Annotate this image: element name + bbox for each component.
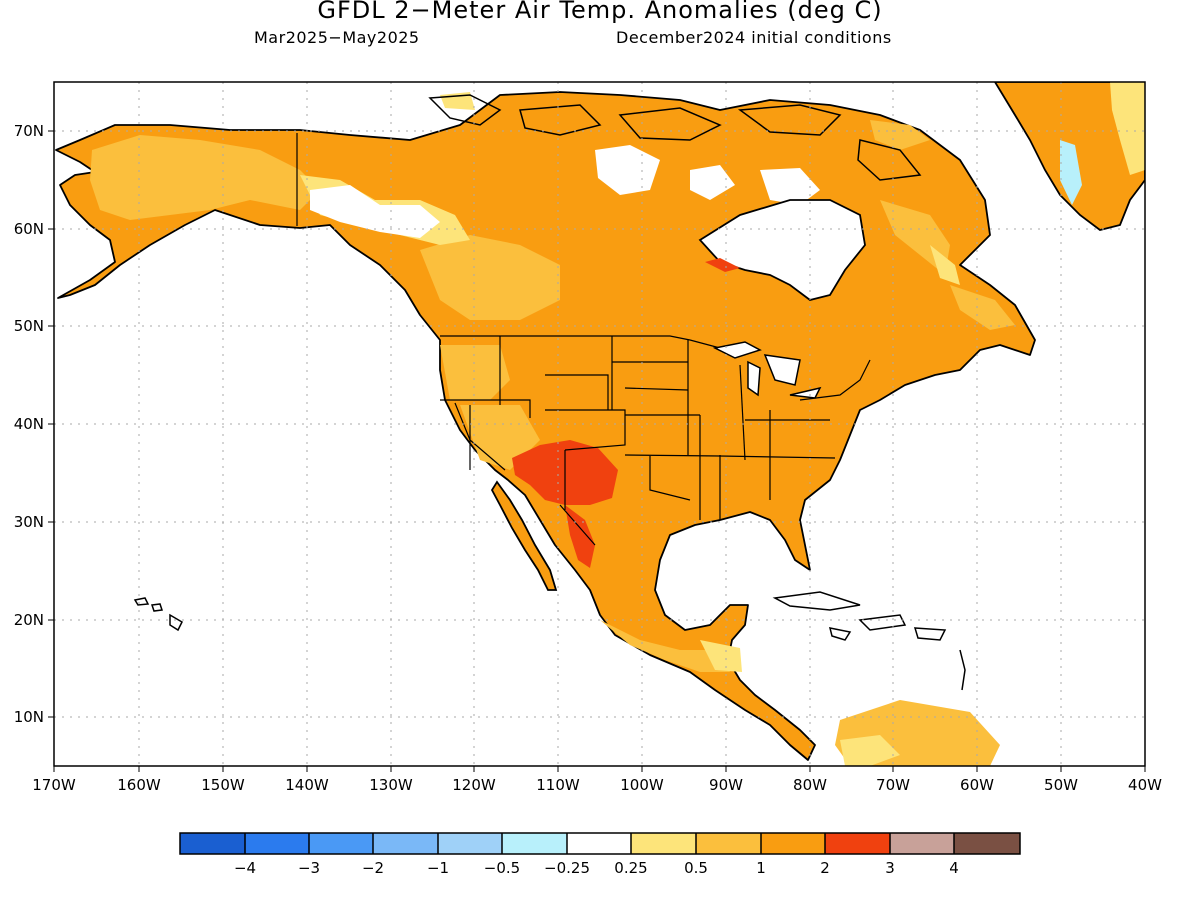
lat-label: 20N (14, 611, 44, 629)
lon-label: 60W (960, 776, 994, 794)
great-lakes (712, 341, 822, 399)
political-boundaries (296, 133, 871, 546)
baja-california (490, 480, 558, 591)
arctic-islands (428, 94, 922, 181)
colorbar: −4 −3 −2 −1 −0.5 −0.25 0.25 0.5 1 2 3 4 (179, 832, 1021, 877)
colorbar-label: −1 (427, 859, 449, 877)
colorbar-label: −4 (234, 859, 256, 877)
colorbar-swatch (825, 833, 890, 854)
lon-label: 150W (201, 776, 245, 794)
colorbar-swatch (438, 833, 502, 854)
colorbar-swatch (890, 833, 954, 854)
lat-label: 50N (14, 317, 44, 335)
lat-label: 70N (14, 122, 44, 140)
lon-label: 120W (452, 776, 496, 794)
colorbar-swatch (373, 833, 438, 854)
map-plot-area (54, 82, 1145, 766)
lon-label: 80W (793, 776, 827, 794)
lat-label: 40N (14, 415, 44, 433)
lon-label: 140W (285, 776, 329, 794)
colorbar-swatch (761, 833, 825, 854)
colorbar-label: −0.5 (484, 859, 520, 877)
lon-label: 130W (369, 776, 413, 794)
caribbean-islands (772, 591, 966, 691)
colorbar-swatch (309, 833, 373, 854)
colorbar-label: 4 (949, 859, 959, 877)
colorbar-swatch (696, 833, 761, 854)
initial-conditions: December2024 initial conditions (616, 28, 892, 47)
colorbar-label: 2 (820, 859, 830, 877)
longitude-labels: 170W 160W 150W 140W 130W 120W 110W 100W … (32, 776, 1162, 794)
colorbar-swatch (954, 833, 1020, 854)
colorbar-label: 0.5 (684, 859, 708, 877)
colorbar-swatch (502, 833, 567, 854)
lon-label: 40W (1128, 776, 1162, 794)
colorbar-label: 1 (756, 859, 766, 877)
colorbar-label: 3 (885, 859, 895, 877)
lat-label: 10N (14, 708, 44, 726)
greenland-slight-cool (1060, 140, 1082, 205)
colorbar-label: −0.25 (544, 859, 590, 877)
axis-tick-marks (48, 130, 1146, 772)
colorbar-swatch (567, 833, 631, 854)
lat-label: 60N (14, 220, 44, 238)
forecast-period: Mar2025−May2025 (254, 28, 420, 47)
colorbar-swatch (180, 833, 245, 854)
lon-label: 170W (32, 776, 76, 794)
lon-label: 110W (536, 776, 580, 794)
lon-label: 50W (1044, 776, 1078, 794)
greenland-slight-warm (1110, 82, 1145, 175)
lon-label: 160W (117, 776, 161, 794)
lat-label: 30N (14, 513, 44, 531)
lon-label: 70W (876, 776, 910, 794)
colorbar-label: 0.25 (614, 859, 647, 877)
colorbar-swatch (631, 833, 696, 854)
graticule (54, 82, 1145, 766)
latitude-labels: 70N 60N 50N 40N 30N 20N 10N (14, 122, 44, 726)
hudson-bay (698, 199, 866, 301)
colorbar-label: −3 (298, 859, 320, 877)
lon-label: 90W (709, 776, 743, 794)
hawaii-islands (133, 597, 183, 632)
colorbar-label: −2 (362, 859, 384, 877)
near-zero-regions (310, 145, 820, 238)
map-title: GFDL 2−Meter Air Temp. Anomalies (deg C) (317, 0, 883, 24)
colorbar-swatch (245, 833, 309, 854)
lon-label: 100W (620, 776, 664, 794)
